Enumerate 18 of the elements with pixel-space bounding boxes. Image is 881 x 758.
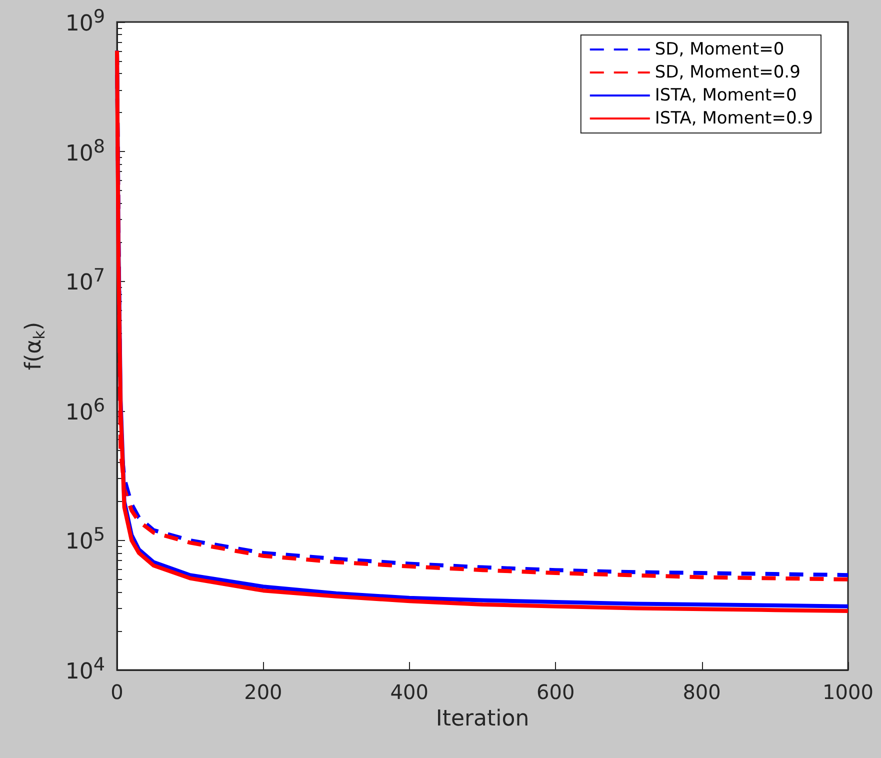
legend-label: SD, Moment=0.9 bbox=[654, 62, 800, 82]
x-tick-label: 1000 bbox=[822, 680, 874, 704]
y-tick-label: 10$^{9}$ bbox=[65, 6, 105, 37]
y-tick-label: 10$^{7}$ bbox=[65, 266, 105, 296]
x-tick-label: 800 bbox=[682, 680, 721, 704]
x-tick-label: 400 bbox=[390, 680, 428, 704]
y-tick-label: 10$^{4}$ bbox=[65, 654, 105, 685]
y-tick-label: 10$^{6}$ bbox=[65, 395, 105, 426]
y-tick-label: 10$^{8}$ bbox=[65, 136, 105, 166]
legend-label: SD, Moment=0 bbox=[654, 40, 784, 60]
y-tick-label: 10$^{5}$ bbox=[65, 524, 105, 556]
legend-label: ISTA, Moment=0 bbox=[654, 86, 797, 106]
x-tick-label: 200 bbox=[244, 680, 282, 704]
legend-label: ISTA, Moment=0.9 bbox=[654, 108, 814, 128]
y-axis-title: f(αk) bbox=[22, 322, 48, 370]
x-axis-title: Iteration bbox=[436, 706, 530, 732]
x-tick-label: 600 bbox=[536, 680, 575, 704]
x-tick-label: 0 bbox=[110, 680, 124, 704]
